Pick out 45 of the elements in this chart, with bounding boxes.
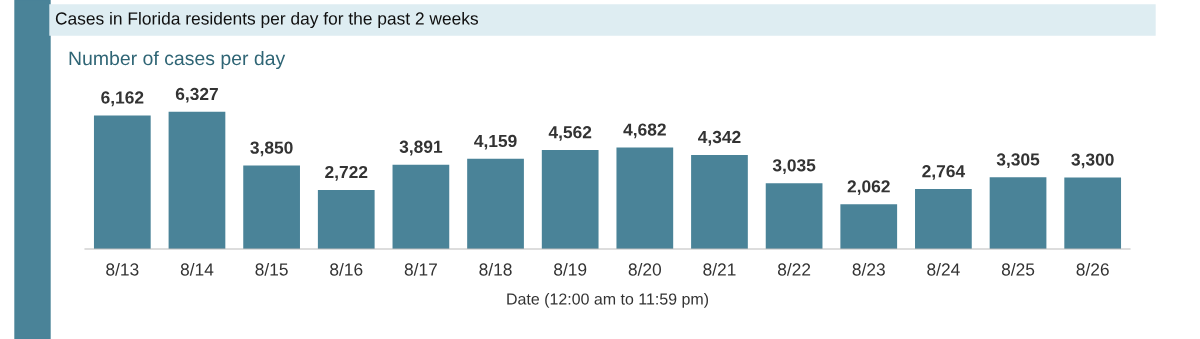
bar — [1064, 177, 1122, 249]
x-tick-label: 8/19 — [554, 262, 587, 276]
bar — [317, 190, 375, 249]
data-label: 3,891 — [399, 140, 443, 156]
data-label: 3,300 — [1071, 153, 1114, 169]
data-label: 4,682 — [623, 123, 666, 139]
bar — [243, 165, 300, 249]
x-tick-label: 8/23 — [852, 262, 885, 276]
data-label: 2,764 — [922, 165, 966, 180]
data-label: 6,327 — [175, 87, 218, 103]
bar — [168, 111, 226, 249]
data-label: 2,062 — [847, 180, 890, 196]
x-tick-label: 8/13 — [106, 262, 139, 276]
bar — [541, 150, 599, 249]
bar — [392, 164, 450, 249]
bar — [765, 183, 823, 249]
data-label: 4,342 — [698, 130, 741, 146]
x-tick-label: 8/26 — [1076, 262, 1109, 276]
bar — [93, 115, 151, 249]
data-label: 2,722 — [325, 165, 368, 181]
x-tick-label: 8/22 — [777, 262, 811, 276]
x-tick-label: 8/18 — [479, 262, 512, 276]
bar — [840, 204, 898, 249]
x-tick-label: 8/20 — [628, 262, 662, 276]
x-tick-label: 8/16 — [330, 262, 363, 276]
bar — [616, 147, 674, 249]
data-label: 3,035 — [772, 159, 816, 174]
data-label: 3,850 — [250, 141, 293, 157]
data-label: 6,162 — [101, 91, 144, 107]
bar — [467, 158, 524, 249]
x-tick-label: 8/17 — [404, 262, 437, 276]
bar — [691, 154, 748, 249]
data-label: 4,159 — [474, 134, 517, 150]
data-label: 3,305 — [996, 153, 1040, 169]
data-label: 4,562 — [548, 126, 592, 141]
bar — [915, 189, 972, 249]
x-tick-label: 8/14 — [180, 262, 214, 276]
x-tick-label: 8/15 — [255, 262, 288, 276]
bar — [989, 177, 1047, 249]
chart-title: Cases in Florida residents per day for the past 2 weeks — [55, 11, 478, 29]
chart-subtitle: Number of cases per day — [69, 50, 286, 70]
x-tick-label: 8/21 — [703, 262, 736, 276]
x-axis-title: Date (12:00 am to 11:59 pm) — [507, 292, 709, 308]
x-tick-label: 8/24 — [927, 262, 960, 276]
x-tick-label: 8/25 — [1001, 262, 1035, 276]
